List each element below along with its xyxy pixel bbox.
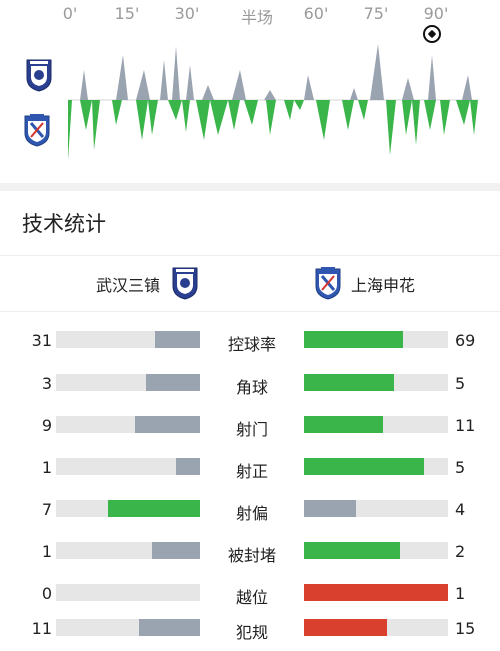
away-bar	[304, 458, 424, 475]
soccer-ball-icon	[423, 25, 441, 43]
away-value: 1	[455, 584, 466, 603]
home-bar-track	[56, 500, 200, 517]
away-bar-track	[304, 458, 448, 475]
home-value: 11	[31, 619, 52, 638]
away-bar-track	[304, 331, 448, 348]
stat-row: 9 射门 11	[0, 406, 500, 448]
away-bar	[304, 374, 394, 391]
away-bar-track	[304, 500, 448, 517]
home-value: 1	[41, 458, 52, 477]
stat-label: 越位	[235, 588, 268, 607]
stat-row: 1 被封堵 2	[0, 532, 500, 574]
tick-label: 15'	[114, 4, 140, 23]
away-bar	[304, 416, 383, 433]
wuhan-three-towns-crest-icon	[172, 267, 198, 300]
home-team-name: 武汉三镇	[96, 276, 161, 295]
away-value: 4	[455, 500, 466, 519]
stat-row: 0 越位 1	[0, 574, 500, 616]
home-value: 31	[31, 331, 52, 350]
away-value: 15	[455, 619, 476, 638]
home-bar	[152, 542, 200, 559]
home-bar-track	[56, 542, 200, 559]
away-value: 11	[455, 416, 476, 435]
home-bar	[139, 619, 200, 636]
home-bar-track	[56, 374, 200, 391]
stat-label: 射偏	[235, 504, 268, 523]
tick-label: 0'	[62, 4, 78, 23]
stat-row: 7 射偏 4	[0, 490, 500, 532]
home-bar-track	[56, 619, 200, 636]
away-value: 5	[455, 374, 466, 393]
stat-row: 31 控球率 69	[0, 321, 500, 363]
away-value: 2	[455, 542, 466, 561]
home-value: 9	[41, 416, 52, 435]
tick-label: 75'	[363, 4, 389, 23]
home-bar	[176, 458, 200, 475]
away-bar	[304, 500, 356, 517]
stat-label: 控球率	[227, 335, 276, 354]
away-bar	[304, 619, 387, 636]
away-value: 5	[455, 458, 466, 477]
home-value: 1	[41, 542, 52, 561]
away-bar	[304, 584, 448, 601]
timeline-ticks: 0' 15' 30' 半场 60' 75' 90'	[0, 4, 500, 27]
momentum-wave-chart	[68, 44, 478, 160]
home-bar-track	[56, 416, 200, 433]
away-bar-track	[304, 416, 448, 433]
stat-row: 1 射正 5	[0, 448, 500, 490]
away-bar-track	[304, 584, 448, 601]
away-value: 69	[455, 331, 476, 350]
tick-label: 90'	[423, 4, 449, 23]
away-bar-track	[304, 374, 448, 391]
home-bar	[135, 416, 200, 433]
away-bar-track	[304, 619, 448, 636]
stat-row: 11 犯规 15	[0, 609, 500, 651]
home-bar-track	[56, 331, 200, 348]
momentum-timeline: 0' 15' 30' 半场 60' 75' 90'	[0, 0, 500, 170]
shanghai-shenhua-crest-icon	[24, 114, 50, 147]
home-value: 3	[41, 374, 52, 393]
shanghai-shenhua-crest-icon	[315, 267, 341, 300]
wuhan-three-towns-crest-icon	[26, 59, 52, 92]
teams-header: 武汉三镇 上海申花	[0, 255, 500, 312]
stat-label: 被封堵	[227, 546, 276, 565]
home-value: 7	[41, 500, 52, 519]
tick-label: 60'	[303, 4, 329, 23]
stat-row: 3 角球 5	[0, 364, 500, 406]
home-bar-track	[56, 584, 200, 601]
section-title: 技术统计	[22, 212, 106, 236]
tick-label: 半场	[240, 8, 274, 27]
away-bar-track	[304, 542, 448, 559]
away-bar	[304, 542, 400, 559]
stat-label: 射正	[235, 462, 268, 481]
home-bar	[155, 331, 200, 348]
home-bar-track	[56, 458, 200, 475]
away-team-name: 上海申花	[351, 276, 416, 295]
home-bar	[108, 500, 200, 517]
away-bar	[304, 331, 403, 348]
stat-label: 射门	[235, 420, 268, 439]
tick-label: 30'	[174, 4, 200, 23]
section-divider	[0, 183, 500, 191]
home-value: 0	[41, 584, 52, 603]
home-bar	[146, 374, 200, 391]
stat-label: 角球	[235, 378, 268, 397]
